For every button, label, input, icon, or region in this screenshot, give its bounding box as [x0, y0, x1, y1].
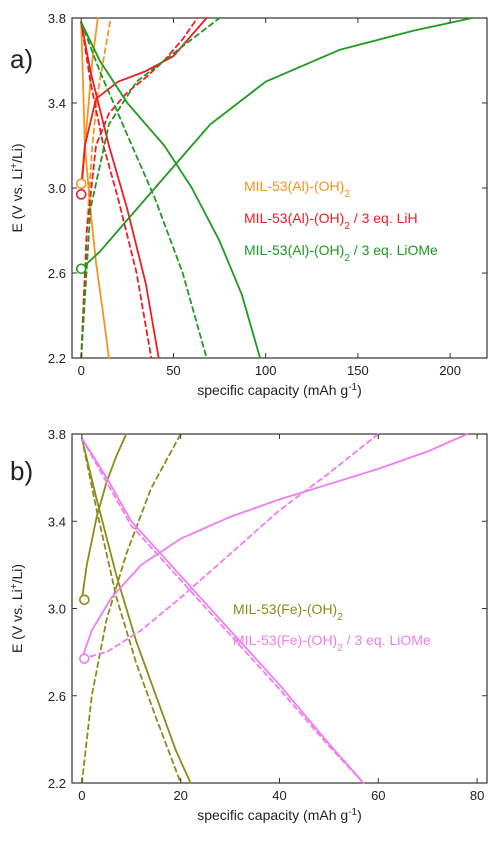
series-line-1: [81, 433, 128, 601]
y-tick-label: 3.4: [48, 96, 66, 111]
x-tick-label: 0: [78, 363, 85, 378]
series-line-0: [81, 437, 192, 784]
series-line-5: [80, 21, 153, 359]
legend-entry-1: MIL-53(Fe)-(OH)2 / 3 eq. LiOMe: [233, 632, 431, 654]
y-tick-label: 2.6: [48, 689, 66, 704]
series-line-7: [81, 433, 380, 660]
x-tick-label: 60: [371, 788, 385, 803]
series-line-0: [80, 21, 110, 359]
x-axis-label: specific capacity (mAh g-1): [197, 382, 362, 399]
x-tick-label: 20: [173, 788, 187, 803]
x-tick-label: 0: [78, 788, 85, 803]
series-line-4: [80, 17, 208, 196]
start-marker-2: [75, 263, 87, 275]
x-tick-label: 100: [255, 363, 277, 378]
series-line-3: [81, 433, 182, 784]
series-line-10: [80, 17, 221, 359]
y-axis-label: E (V vs. Li+/Li): [9, 143, 26, 232]
panel-label: a): [10, 44, 33, 74]
x-tick-label: 80: [470, 788, 484, 803]
x-tick-label: 200: [439, 363, 461, 378]
series-line-2: [80, 17, 112, 359]
chart-panel-a: 0 50 100 150 200 2.2 2.6 3.0 3.4 3.8 specific capa…: [9, 11, 488, 398]
y-tick-label: 2.6: [48, 266, 66, 281]
panel-label: b): [10, 456, 33, 486]
x-axis-label: specific capacity (mAh g-1): [197, 807, 362, 824]
start-marker-0: [79, 594, 90, 606]
x-tick-label: 40: [272, 788, 286, 803]
y-tick-label: 3.0: [48, 181, 66, 196]
y-axis-label: E (V vs. Li+/Li): [9, 564, 26, 653]
x-tick-label: 50: [166, 363, 180, 378]
legend-entry-1: MIL-53(Al)-(OH)2 / 3 eq. LiH: [244, 210, 418, 232]
start-marker-0: [75, 178, 87, 190]
y-tick-label: 3.0: [48, 602, 66, 617]
series-line-6: [81, 437, 365, 784]
series-line-5: [81, 433, 469, 660]
legend-entry-2: MIL-53(Al)-(OH)2 / 3 eq. LiOMe: [244, 242, 438, 264]
y-tick-label: 3.4: [48, 514, 66, 529]
chart-panel-b: 0 20 40 60 80 2.2 2.6 3.0 3.4 3.8 specific capacit…: [9, 427, 488, 823]
series-line-7: [80, 21, 261, 359]
series-line-9: [80, 21, 208, 359]
series-line-4: [81, 437, 365, 784]
y-tick-label: 2.2: [48, 776, 66, 791]
series-line-8: [80, 17, 474, 270]
series-line-2: [81, 437, 182, 784]
legend-entry-0: MIL-53(Al)-(OH)2: [244, 178, 350, 200]
y-tick-label: 2.2: [48, 351, 66, 366]
start-marker-1: [75, 189, 87, 200]
legend-entry-0: MIL-53(Fe)-(OH)2: [233, 601, 343, 623]
series-line-6: [80, 17, 199, 359]
series-line-3: [80, 21, 160, 359]
x-tick-label: 150: [347, 363, 369, 378]
y-tick-label: 3.8: [48, 11, 66, 26]
start-marker-1: [79, 653, 90, 664]
y-tick-label: 3.8: [48, 427, 66, 442]
